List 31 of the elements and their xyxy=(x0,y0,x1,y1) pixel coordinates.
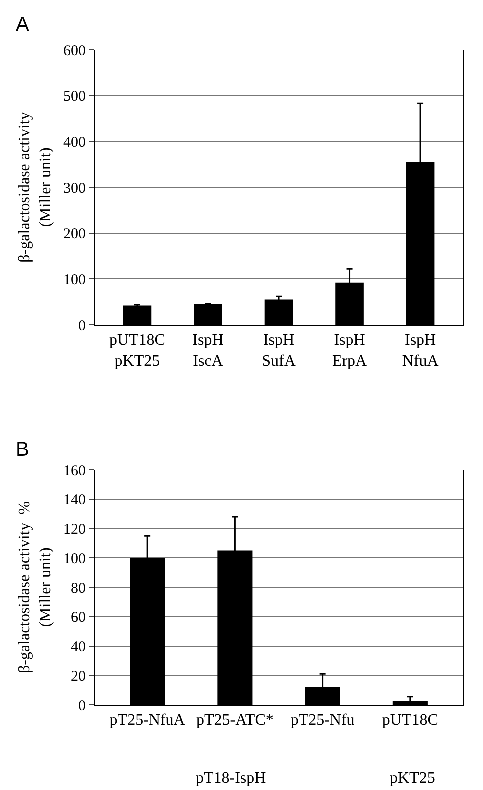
y-tick-label: 20 xyxy=(71,668,86,685)
x-tick-label: IspH SufA xyxy=(262,332,296,370)
x-tick-label: pT25-ATC* xyxy=(196,712,274,730)
y-tick-label: 60 xyxy=(71,610,86,626)
y-axis-title: β-galactosidase activity % (Miller unit) xyxy=(16,501,54,674)
x-tick-label: IspH NfuA xyxy=(402,332,440,370)
y-tick-label: 40 xyxy=(71,640,86,656)
x-tick-label: pUT18C xyxy=(382,712,438,730)
y-tick-label: 600 xyxy=(64,43,86,60)
y-tick-label: 0 xyxy=(78,698,86,714)
y-tick-label: 400 xyxy=(64,134,86,151)
text: pKT25 xyxy=(390,770,436,787)
x-tick-label: pUT18C pKT25 xyxy=(109,332,166,370)
x-tick-label: IspH ErpA xyxy=(332,332,368,370)
y-tick-label: 100 xyxy=(64,551,86,568)
text: B xyxy=(16,439,30,461)
y-tick-label: 140 xyxy=(64,492,86,509)
y-tick-label: 100 xyxy=(64,272,86,288)
y-tick-label: 500 xyxy=(64,89,86,106)
y-tick-label: 0 xyxy=(78,318,86,334)
x-tick-label: IspH IscA xyxy=(192,332,224,370)
y-tick-label: 300 xyxy=(64,180,86,197)
text: pT18-IspH xyxy=(196,770,267,787)
text: A xyxy=(16,14,30,36)
y-axis-title: β-galactosidase activity (Miller unit) xyxy=(16,112,54,263)
y-tick-label: 200 xyxy=(64,226,86,243)
x-tick-label: pT25-Nfu xyxy=(290,712,355,730)
y-tick-label: 120 xyxy=(64,522,86,538)
x-tick-label: pT25-NfuA xyxy=(110,712,186,730)
y-tick-label: 80 xyxy=(71,580,86,597)
y-tick-label: 160 xyxy=(64,463,86,480)
